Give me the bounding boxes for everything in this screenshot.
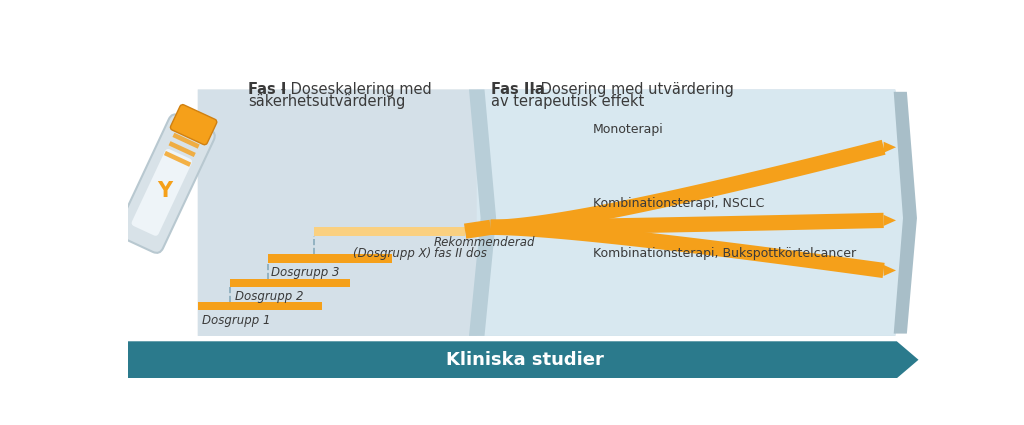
Text: - Dosering med utvärdering: - Dosering med utvärdering: [526, 82, 734, 97]
Text: av terapeutisk effekt: av terapeutisk effekt: [490, 94, 644, 109]
Text: Dosgrupp 2: Dosgrupp 2: [234, 290, 303, 303]
Text: säkerhetsutvärdering: säkerhetsutvärdering: [248, 94, 406, 109]
Text: Y: Y: [158, 181, 173, 201]
FancyBboxPatch shape: [117, 114, 215, 253]
Text: Kliniska studier: Kliniska studier: [445, 351, 604, 369]
Polygon shape: [894, 92, 916, 334]
Text: Kombinationsterapi, Bukspottkörtelcancer: Kombinationsterapi, Bukspottkörtelcancer: [593, 246, 856, 260]
FancyBboxPatch shape: [267, 254, 391, 263]
Polygon shape: [884, 265, 896, 276]
Text: Dosgrupp 3: Dosgrupp 3: [271, 266, 340, 279]
Text: Kombinationsterapi, NSCLC: Kombinationsterapi, NSCLC: [593, 197, 764, 210]
Text: Rekommenderad: Rekommenderad: [434, 236, 536, 249]
FancyBboxPatch shape: [172, 133, 200, 149]
Text: Fas IIa: Fas IIa: [490, 82, 545, 97]
FancyBboxPatch shape: [170, 105, 217, 145]
Text: - Doseskalering med: - Doseskalering med: [276, 82, 432, 97]
FancyBboxPatch shape: [169, 141, 196, 157]
Polygon shape: [128, 341, 919, 378]
FancyBboxPatch shape: [198, 302, 322, 311]
Polygon shape: [469, 90, 496, 336]
FancyBboxPatch shape: [164, 151, 191, 167]
Polygon shape: [884, 215, 896, 226]
Text: Monoterapi: Monoterapi: [593, 124, 664, 136]
Text: Fas I: Fas I: [248, 82, 287, 97]
Text: fas II dos: fas II dos: [434, 247, 487, 261]
Polygon shape: [884, 142, 896, 153]
FancyBboxPatch shape: [132, 149, 193, 236]
Text: (Dosgrupp X): (Dosgrupp X): [352, 247, 431, 261]
FancyBboxPatch shape: [314, 227, 465, 236]
Polygon shape: [477, 90, 912, 336]
Polygon shape: [198, 90, 912, 336]
Text: Dosgrupp 1: Dosgrupp 1: [202, 314, 270, 326]
FancyBboxPatch shape: [230, 279, 350, 287]
Polygon shape: [198, 90, 477, 336]
